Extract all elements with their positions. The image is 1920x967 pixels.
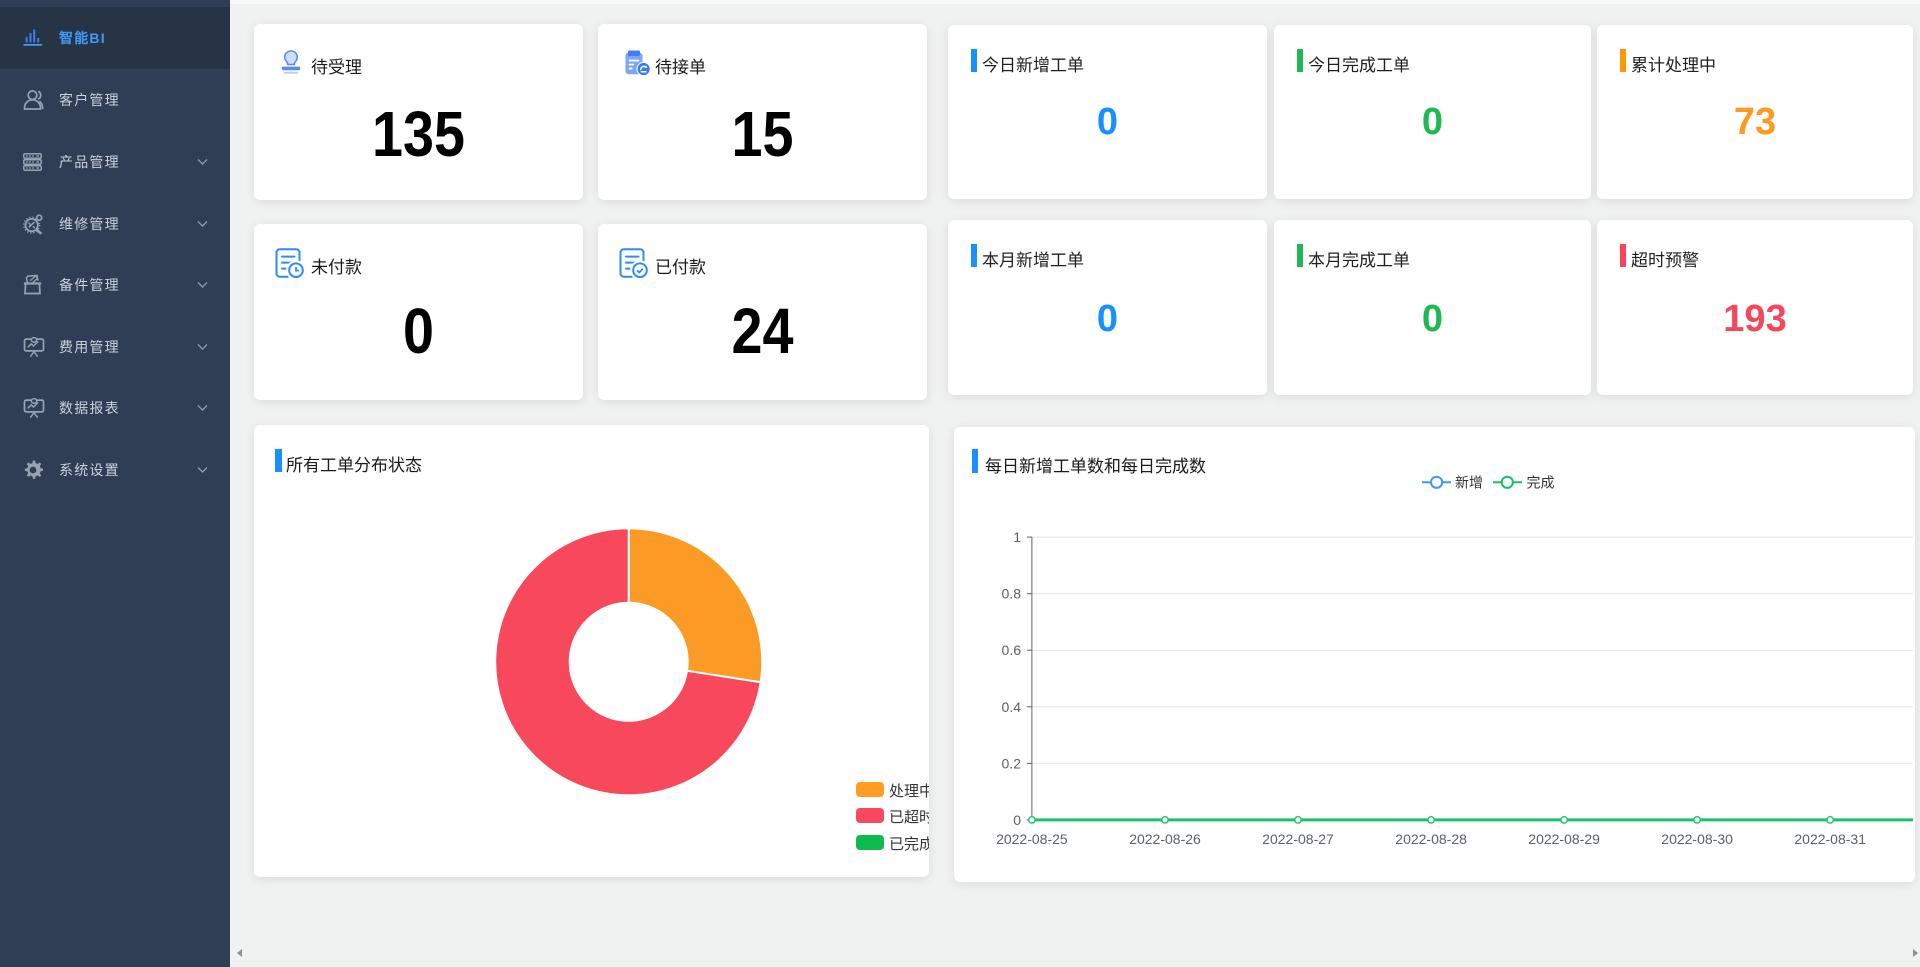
svg-text:0.6: 0.6 xyxy=(1002,642,1022,658)
svg-text:2022-08-29: 2022-08-29 xyxy=(1528,831,1600,847)
svg-text:0.2: 0.2 xyxy=(1002,755,1022,771)
svg-text:2022-08-30: 2022-08-30 xyxy=(1661,831,1733,847)
svg-text:0.4: 0.4 xyxy=(1002,699,1022,715)
svg-text:2022-08-26: 2022-08-26 xyxy=(1129,831,1201,847)
svg-text:1: 1 xyxy=(1013,529,1021,545)
svg-text:2022-08-27: 2022-08-27 xyxy=(1262,831,1334,847)
svg-text:完成: 完成 xyxy=(1527,474,1555,490)
svg-text:新增: 新增 xyxy=(1455,474,1483,490)
svg-text:0: 0 xyxy=(1013,812,1021,828)
svg-text:2022-08-25: 2022-08-25 xyxy=(996,831,1068,847)
svg-text:0.8: 0.8 xyxy=(1002,586,1022,602)
svg-text:2022-08-31: 2022-08-31 xyxy=(1794,831,1866,847)
svg-text:2022-08-28: 2022-08-28 xyxy=(1395,831,1467,847)
